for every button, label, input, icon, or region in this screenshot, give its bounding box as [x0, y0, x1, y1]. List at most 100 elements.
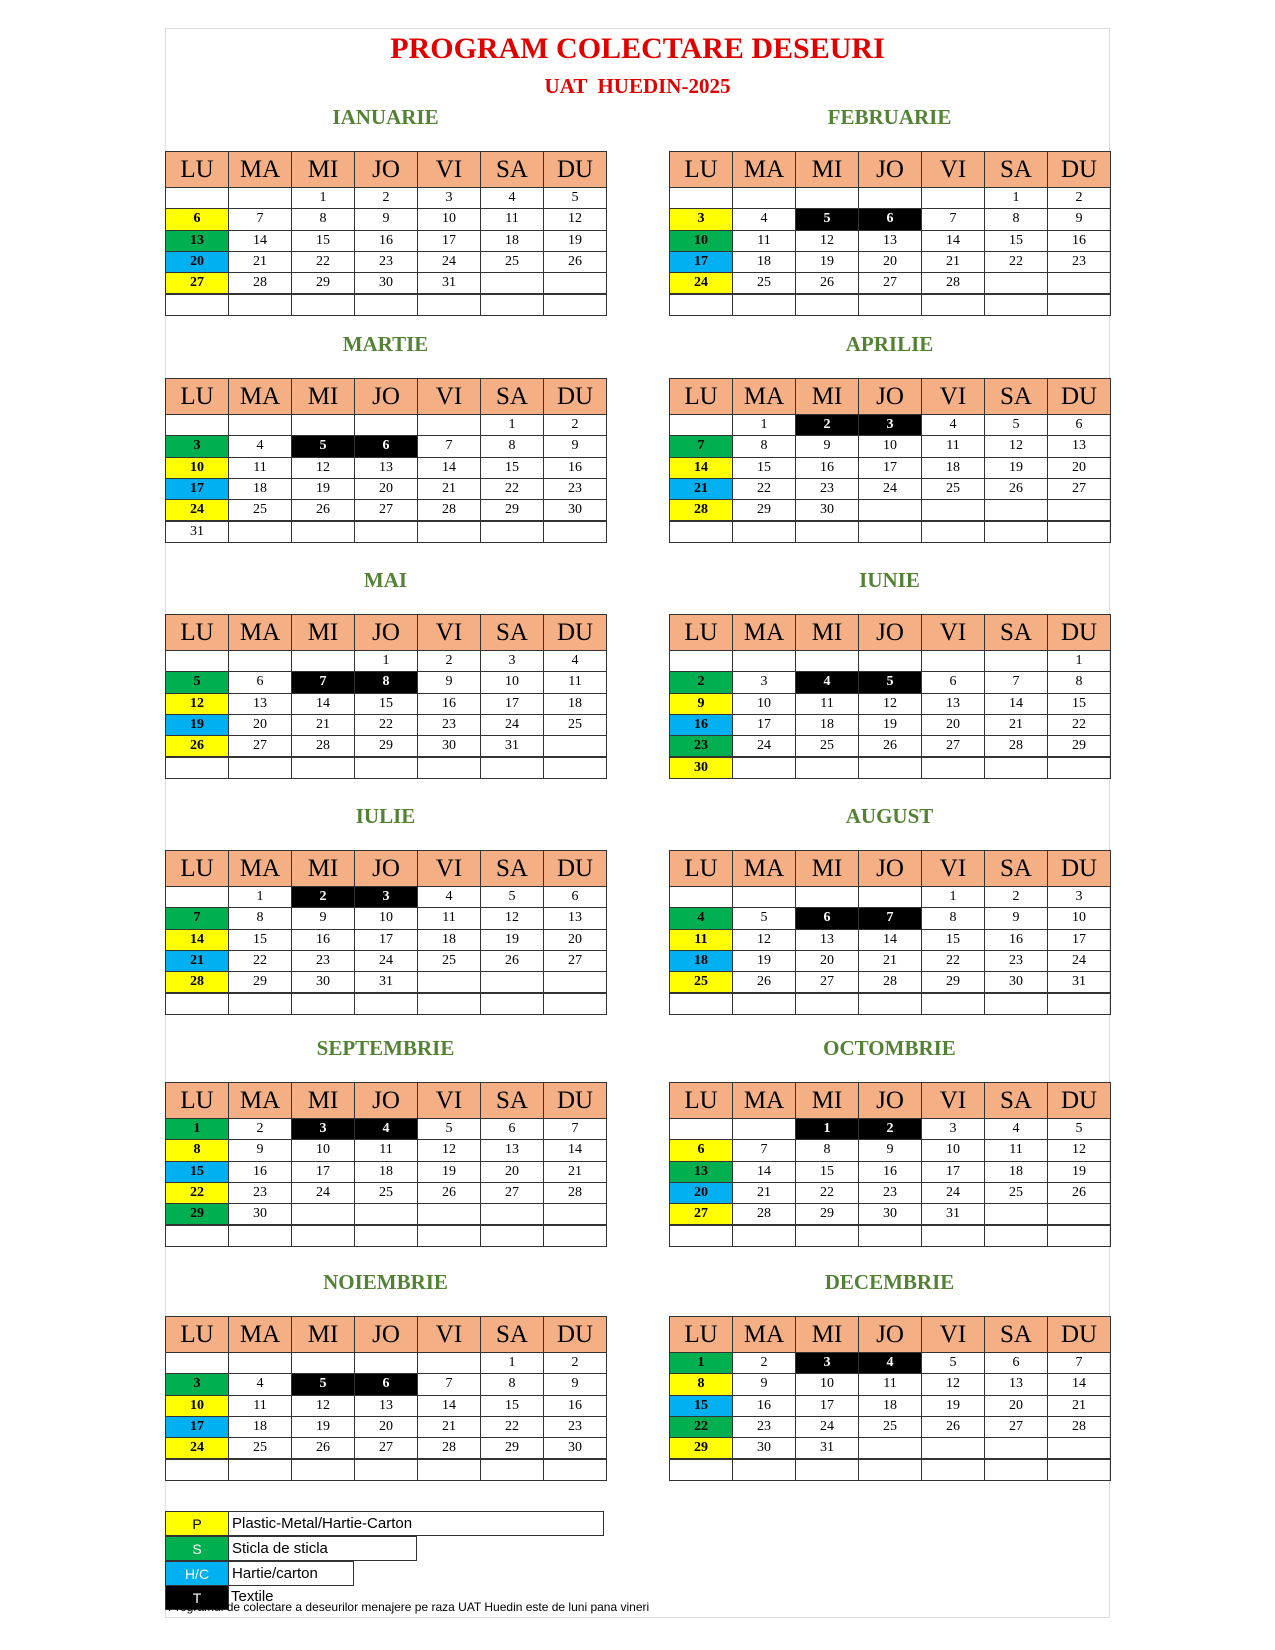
day-cell: 9 — [858, 1139, 922, 1162]
empty-cell — [291, 1352, 355, 1375]
weekday-header: LU — [669, 378, 733, 415]
empty-cell — [858, 992, 922, 1015]
day-cell: 3 — [858, 414, 922, 437]
empty-cell — [1047, 499, 1111, 522]
day-cell: 1 — [984, 187, 1048, 210]
day-cell: 27 — [228, 735, 292, 758]
day-cell: 12 — [291, 1394, 355, 1417]
day-cell: 16 — [543, 456, 607, 479]
day-cell: 27 — [1047, 477, 1111, 501]
day-cell: 7 — [921, 208, 985, 231]
day-cell: 10 — [795, 1373, 859, 1396]
day-cell: 25 — [417, 949, 481, 973]
weekday-header: VI — [417, 850, 481, 887]
empty-cell — [165, 187, 229, 210]
empty-cell — [732, 187, 796, 210]
day-cell: 9 — [543, 435, 607, 458]
day-cell: 20 — [480, 1160, 544, 1183]
empty-cell — [984, 1203, 1048, 1226]
day-cell: 24 — [417, 250, 481, 274]
day-cell: 2 — [543, 1352, 607, 1375]
day-cell: 20 — [354, 1415, 418, 1439]
day-cell: 25 — [228, 1437, 292, 1460]
day-cell: 6 — [669, 1139, 733, 1162]
day-cell: 11 — [543, 671, 607, 694]
day-cell: 14 — [417, 1394, 481, 1417]
day-cell: 20 — [858, 250, 922, 274]
day-cell: 7 — [228, 208, 292, 231]
day-cell: 8 — [984, 208, 1048, 231]
empty-cell — [1047, 1224, 1111, 1247]
day-cell: 14 — [417, 456, 481, 479]
day-cell: 15 — [795, 1160, 859, 1183]
day-cell: 11 — [669, 928, 733, 951]
day-cell: 6 — [1047, 414, 1111, 437]
day-cell: 25 — [228, 499, 292, 522]
empty-cell — [669, 1224, 733, 1247]
day-cell: 22 — [732, 477, 796, 501]
day-cell: 22 — [480, 477, 544, 501]
month-name: MARTIE — [342, 332, 429, 356]
day-cell: 23 — [228, 1181, 292, 1205]
day-cell: 24 — [291, 1181, 355, 1205]
day-cell: 8 — [795, 1139, 859, 1162]
day-cell: 18 — [354, 1160, 418, 1183]
day-cell: 21 — [984, 713, 1048, 737]
day-cell: 16 — [795, 456, 859, 479]
empty-cell — [354, 1203, 418, 1226]
weekday-header: SA — [984, 151, 1048, 188]
day-cell: 3 — [921, 1118, 985, 1141]
weekday-header: LU — [669, 1316, 733, 1353]
empty-cell — [732, 1224, 796, 1247]
month-name: IUNIE — [859, 568, 920, 592]
empty-cell — [165, 1224, 229, 1247]
day-cell: 19 — [984, 456, 1048, 479]
weekday-header: MA — [228, 1316, 292, 1353]
empty-cell — [480, 293, 544, 316]
day-cell: 28 — [984, 735, 1048, 758]
day-cell: 29 — [732, 499, 796, 522]
empty-cell — [228, 293, 292, 316]
day-cell: 6 — [795, 907, 859, 930]
day-cell: 17 — [165, 477, 229, 501]
empty-cell — [795, 1458, 859, 1481]
empty-cell — [984, 1458, 1048, 1481]
day-cell: 11 — [921, 435, 985, 458]
day-cell: 29 — [795, 1203, 859, 1226]
empty-cell — [165, 1458, 229, 1481]
weekday-header: VI — [921, 614, 985, 651]
day-cell: 24 — [921, 1181, 985, 1205]
weekday-header: MA — [732, 850, 796, 887]
day-cell: 26 — [921, 1415, 985, 1439]
day-cell: 2 — [795, 414, 859, 437]
weekday-header: SA — [480, 151, 544, 188]
day-cell: 18 — [228, 1415, 292, 1439]
day-cell: 10 — [669, 229, 733, 252]
day-cell: 5 — [291, 1373, 355, 1396]
day-cell: 19 — [165, 713, 229, 737]
weekday-header: DU — [543, 614, 607, 651]
day-cell: 9 — [732, 1373, 796, 1396]
day-cell: 11 — [228, 456, 292, 479]
empty-cell — [480, 1224, 544, 1247]
day-cell: 4 — [480, 187, 544, 210]
day-cell: 15 — [165, 1160, 229, 1183]
empty-cell — [291, 756, 355, 779]
weekday-header: MA — [228, 151, 292, 188]
day-cell: 14 — [984, 692, 1048, 715]
weekday-header: DU — [1047, 614, 1111, 651]
day-cell: 24 — [1047, 949, 1111, 973]
empty-cell — [795, 187, 859, 210]
empty-cell — [417, 971, 481, 994]
day-cell: 29 — [228, 971, 292, 994]
day-cell: 16 — [984, 928, 1048, 951]
day-cell: 5 — [921, 1352, 985, 1375]
day-cell: 4 — [417, 886, 481, 909]
day-cell: 22 — [795, 1181, 859, 1205]
day-cell: 2 — [354, 187, 418, 210]
day-cell: 3 — [480, 650, 544, 673]
day-cell: 4 — [228, 1373, 292, 1396]
day-cell: 21 — [165, 949, 229, 973]
day-cell: 28 — [669, 499, 733, 522]
